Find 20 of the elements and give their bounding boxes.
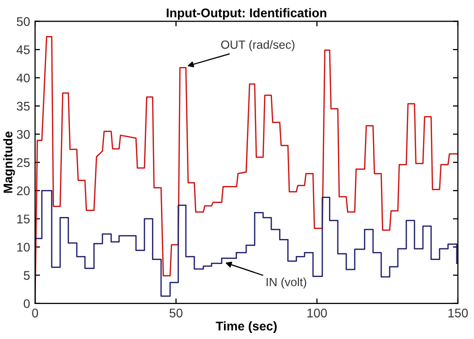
y-tick-label: 35: [16, 102, 30, 111]
y-tick-label: 0: [24, 299, 30, 308]
y-tick-label: 40: [16, 74, 30, 82]
y-tick-label: 5: [24, 271, 30, 280]
y-tick-label: 10: [17, 242, 30, 252]
chart-title: Input-Output: Identification: [166, 8, 326, 20]
y-axis-title: Magnitude: [3, 132, 15, 193]
x-tick-label: 50: [170, 308, 182, 318]
y-tick-label: 25: [16, 158, 30, 168]
y-tick-label: 50: [16, 17, 30, 26]
x-axis-title: Time (sec): [216, 321, 277, 333]
x-tick-label: 150: [448, 308, 468, 318]
x-tick-label: 0: [32, 308, 38, 318]
y-tick-label: 45: [16, 45, 30, 54]
y-tick-label: 20: [16, 186, 30, 196]
x-tick-label: 100: [307, 308, 327, 318]
annotation: IN (volt): [266, 278, 306, 289]
y-tick-label: 30: [16, 130, 30, 139]
y-tick-label: 15: [17, 214, 30, 224]
annotation: OUT (rad/sec): [221, 40, 294, 52]
